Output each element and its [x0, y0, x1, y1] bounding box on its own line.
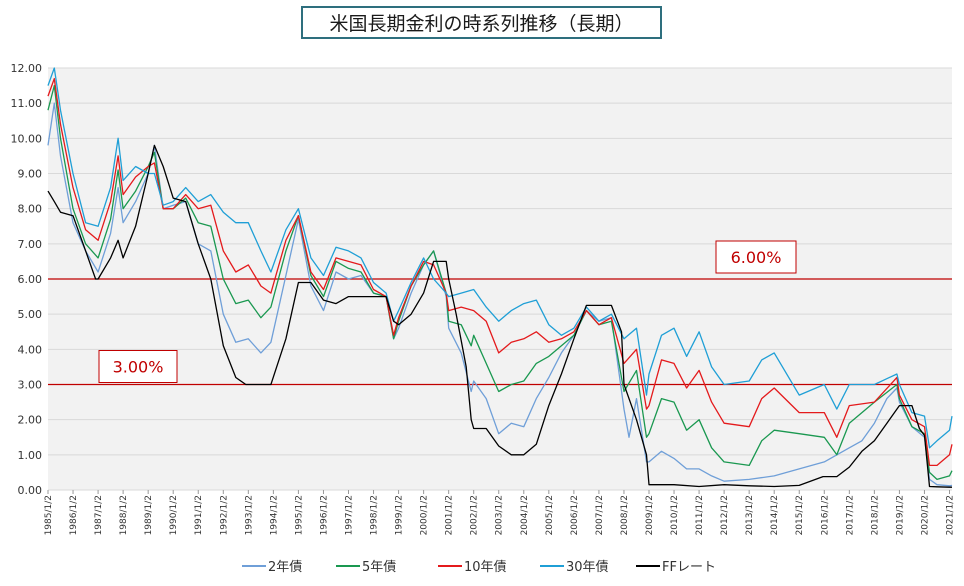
reference-lines: 6.00% 3.00%	[48, 240, 952, 386]
x-tick-label: 1995/1/2	[294, 495, 304, 535]
reference-label: 3.00%	[113, 358, 164, 377]
x-tick-label: 2010/1/2	[670, 495, 680, 535]
x-tick-label: 2000/1/2	[420, 495, 430, 535]
y-tick-label: 5.00	[18, 308, 43, 321]
legend-label: 30年債	[566, 560, 609, 575]
reference-label-box	[715, 240, 797, 274]
x-tick-label: 1999/1/2	[395, 495, 405, 535]
y-tick-label: 8.00	[18, 203, 43, 216]
x-tick-label: 1991/1/2	[194, 495, 204, 535]
x-tick-label: 2006/1/2	[570, 495, 580, 535]
series-line-5	[47, 144, 952, 488]
x-tick-label: 2013/1/2	[745, 495, 755, 535]
x-tick-label: 1993/1/2	[244, 495, 254, 535]
x-tick-label: 2012/1/2	[720, 495, 730, 535]
x-tick-label: 2019/1/2	[895, 495, 905, 535]
y-tick-label: 12.00	[11, 62, 43, 75]
y-tick-label: 3.00	[18, 379, 43, 392]
x-tick-label: 1986/1/2	[69, 495, 79, 535]
x-tick-label: 1987/1/2	[94, 495, 104, 535]
series-line-4	[47, 67, 953, 449]
x-tick-label: 1998/1/2	[370, 495, 380, 535]
x-tick-label: 1994/1/2	[269, 495, 279, 535]
y-tick-label: 11.00	[11, 97, 43, 110]
x-tick-label: 2005/1/2	[545, 495, 555, 535]
x-tick-label: 2004/1/2	[520, 495, 530, 535]
x-tick-label: 2014/1/2	[770, 495, 780, 535]
x-tick-label: 1990/1/2	[169, 495, 179, 535]
reference-label: 6.00%	[731, 248, 782, 267]
x-tick-label: 2008/1/2	[620, 495, 630, 535]
series-lines	[47, 67, 953, 488]
x-tick-label: 2007/1/2	[595, 495, 605, 535]
x-tick-label: 2020/1/2	[920, 495, 930, 535]
x-tick-label: 2016/1/2	[820, 495, 830, 535]
y-tick-label: 2.00	[18, 414, 43, 427]
x-tick-label: 2003/1/2	[495, 495, 505, 535]
y-tick-label: 7.00	[18, 238, 43, 251]
x-tick-label: 2017/1/2	[845, 495, 855, 535]
y-tick-label: 10.00	[11, 132, 43, 145]
legend-label: 2年債	[268, 560, 302, 575]
y-tick-label: 1.00	[18, 449, 43, 462]
x-tick-labels: 1985/1/2 1986/1/2 1987/1/2 1988/1/2 1989/1/2…	[44, 490, 955, 535]
y-tick-label: 4.00	[18, 343, 43, 356]
legend-label: 5年債	[362, 560, 396, 575]
legend: 2年債 5年債 10年債 30年債 FFレート	[242, 560, 716, 575]
x-tick-label: 2021/1/2	[945, 495, 955, 535]
x-tick-label: 1989/1/2	[144, 495, 154, 535]
x-tick-label: 2015/1/2	[795, 495, 805, 535]
x-tick-label: 1985/1/2	[44, 495, 54, 535]
y-tick-label: 0.00	[18, 484, 43, 497]
reference-label-box	[98, 350, 178, 383]
series-line-3	[47, 77, 953, 467]
x-tick-label: 2011/1/2	[695, 495, 705, 535]
y-tick-label: 9.00	[18, 168, 43, 181]
x-tick-label: 2002/1/2	[470, 495, 480, 535]
x-tick-label: 2009/1/2	[645, 495, 655, 535]
legend-label: FFレート	[662, 560, 716, 575]
x-tick-label: 2001/1/2	[445, 495, 455, 535]
y-tick-labels: 0.00 1.00 2.00 3.00 4.00 5.00 6.00 7.00 8.00 9.00…	[11, 62, 43, 497]
y-tick-label: 6.00	[18, 273, 43, 286]
chart-title: 米国長期金利の時系列推移（長期）	[301, 6, 662, 39]
x-tick-label: 1992/1/2	[219, 495, 229, 535]
legend-label: 10年債	[464, 560, 507, 575]
x-tick-label: 1997/1/2	[344, 495, 354, 535]
x-tick-label: 2018/1/2	[870, 495, 880, 535]
x-tick-label: 1996/1/2	[319, 495, 329, 535]
series-line-1	[47, 102, 953, 487]
x-tick-label: 1988/1/2	[119, 495, 129, 535]
